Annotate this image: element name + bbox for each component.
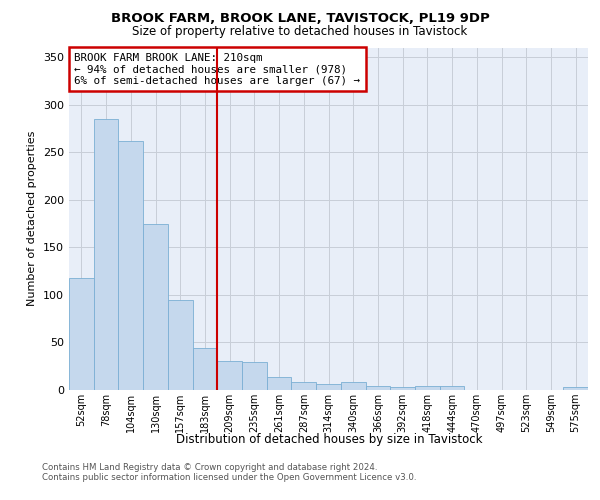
Bar: [242, 362, 267, 390]
Text: Contains public sector information licensed under the Open Government Licence v3: Contains public sector information licen…: [42, 472, 416, 482]
Bar: [292, 382, 316, 390]
Bar: [316, 384, 341, 390]
Bar: [341, 382, 365, 390]
Bar: [193, 348, 217, 390]
Bar: [267, 376, 292, 390]
Text: BROOK FARM BROOK LANE: 210sqm
← 94% of detached houses are smaller (978)
6% of s: BROOK FARM BROOK LANE: 210sqm ← 94% of d…: [74, 52, 360, 86]
Bar: [168, 300, 193, 390]
Bar: [69, 278, 94, 390]
Text: Distribution of detached houses by size in Tavistock: Distribution of detached houses by size …: [176, 432, 482, 446]
Bar: [217, 362, 242, 390]
Text: BROOK FARM, BROOK LANE, TAVISTOCK, PL19 9DP: BROOK FARM, BROOK LANE, TAVISTOCK, PL19 …: [110, 12, 490, 26]
Bar: [563, 387, 588, 390]
Bar: [440, 386, 464, 390]
Text: Size of property relative to detached houses in Tavistock: Size of property relative to detached ho…: [133, 25, 467, 38]
Bar: [365, 386, 390, 390]
Bar: [390, 387, 415, 390]
Bar: [143, 224, 168, 390]
Bar: [415, 386, 440, 390]
Bar: [118, 140, 143, 390]
Text: Contains HM Land Registry data © Crown copyright and database right 2024.: Contains HM Land Registry data © Crown c…: [42, 462, 377, 471]
Y-axis label: Number of detached properties: Number of detached properties: [28, 131, 37, 306]
Bar: [94, 119, 118, 390]
